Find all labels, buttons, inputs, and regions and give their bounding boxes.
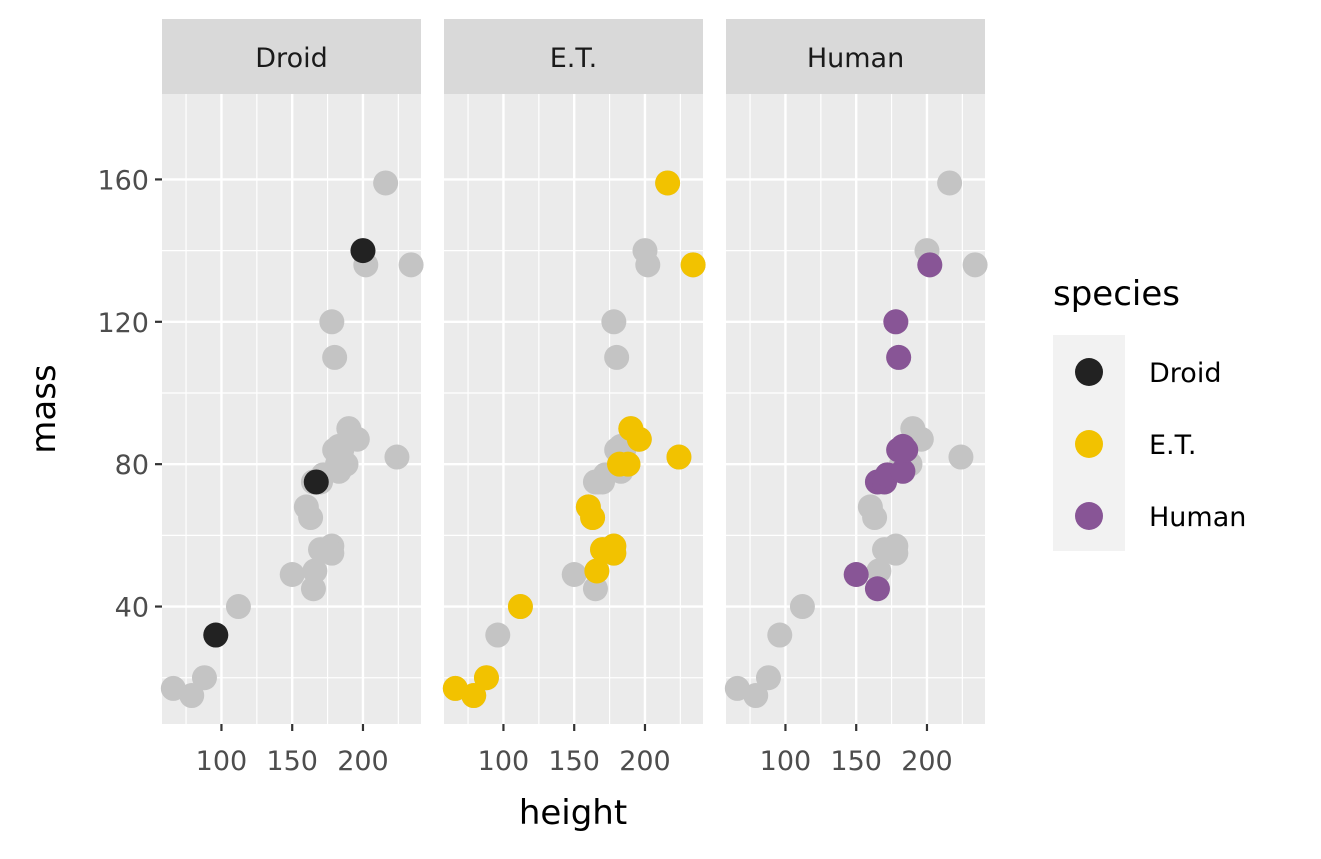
legend-label: Human [1149, 502, 1246, 533]
x-tick-label: 100 [760, 746, 812, 777]
background-point [293, 494, 319, 520]
background-point [485, 622, 511, 648]
facet-strip [444, 19, 703, 94]
data-point-human [893, 437, 919, 463]
legend-key-et [1075, 430, 1103, 458]
data-point-droid [303, 469, 329, 495]
x-tick-label: 200 [619, 746, 671, 777]
data-point-et [626, 426, 652, 452]
background-point [225, 594, 251, 620]
background-point [948, 444, 974, 470]
x-axis-title: height [519, 793, 627, 833]
panel-et: E.T. 100 150 200 [442, 19, 706, 777]
data-point-et [615, 451, 641, 477]
background-point [866, 558, 892, 584]
background-point [582, 576, 608, 602]
panel-droid: Droid 100 150 200 40 80 120 160 [97, 19, 424, 777]
legend-label: E.T. [1149, 430, 1197, 461]
x-tick-label: 200 [901, 746, 953, 777]
background-point [857, 494, 883, 520]
background-point [191, 665, 217, 691]
background-point [883, 540, 909, 566]
y-tick-label: 80 [115, 450, 149, 481]
data-point-human [917, 252, 943, 278]
y-tick-label: 40 [115, 593, 149, 624]
data-point-human [890, 458, 916, 484]
data-point-droid [203, 622, 229, 648]
facet-strip-label: Human [807, 43, 904, 74]
x-tick-label: 100 [196, 746, 248, 777]
data-point-et [601, 540, 627, 566]
data-point-et [575, 494, 601, 520]
background-point [604, 344, 630, 370]
background-point [767, 622, 793, 648]
background-point [601, 309, 627, 335]
legend-label: Droid [1149, 358, 1221, 389]
background-point [398, 252, 424, 278]
data-point-droid [350, 238, 376, 264]
data-point-human [883, 309, 909, 335]
background-point [384, 444, 410, 470]
y-axis-title: mass [24, 364, 64, 453]
background-point [755, 665, 781, 691]
background-point [789, 594, 815, 620]
facet-strip [162, 19, 421, 94]
background-point [561, 562, 587, 588]
facet-strip [726, 19, 985, 94]
background-point [300, 576, 326, 602]
background-point [344, 426, 370, 452]
legend-title: species [1053, 274, 1180, 314]
data-point-et [473, 665, 499, 691]
data-point-human [843, 562, 869, 588]
data-point-human [864, 576, 890, 602]
background-point [322, 344, 348, 370]
background-point [373, 170, 399, 196]
data-point-et [655, 170, 681, 196]
x-tick-label: 100 [478, 746, 530, 777]
background-point [937, 170, 963, 196]
facet-strip-label: E.T. [550, 43, 598, 74]
background-point [319, 540, 345, 566]
data-point-et [507, 594, 533, 620]
data-point-human [886, 344, 912, 370]
data-point-et [584, 558, 610, 584]
background-point [962, 252, 988, 278]
background-point [635, 252, 661, 278]
legend: species Droid E.T. Human [1053, 274, 1246, 551]
background-point [302, 558, 328, 584]
data-point-et [666, 444, 692, 470]
y-tick-label: 160 [97, 165, 149, 196]
x-tick-label: 150 [548, 746, 600, 777]
facet-strip-label: Droid [255, 43, 327, 74]
legend-key-droid [1075, 358, 1103, 386]
background-point [743, 683, 769, 709]
x-tick-label: 200 [337, 746, 389, 777]
y-tick-label: 120 [97, 308, 149, 339]
background-point [319, 309, 345, 335]
legend-key-human [1075, 502, 1103, 530]
background-point [179, 683, 205, 709]
data-point-et [680, 252, 706, 278]
panel-human: Human 100 150 200 [724, 19, 988, 777]
x-tick-label: 150 [830, 746, 882, 777]
background-point [279, 562, 305, 588]
data-point-et [461, 683, 487, 709]
x-tick-label: 150 [266, 746, 318, 777]
